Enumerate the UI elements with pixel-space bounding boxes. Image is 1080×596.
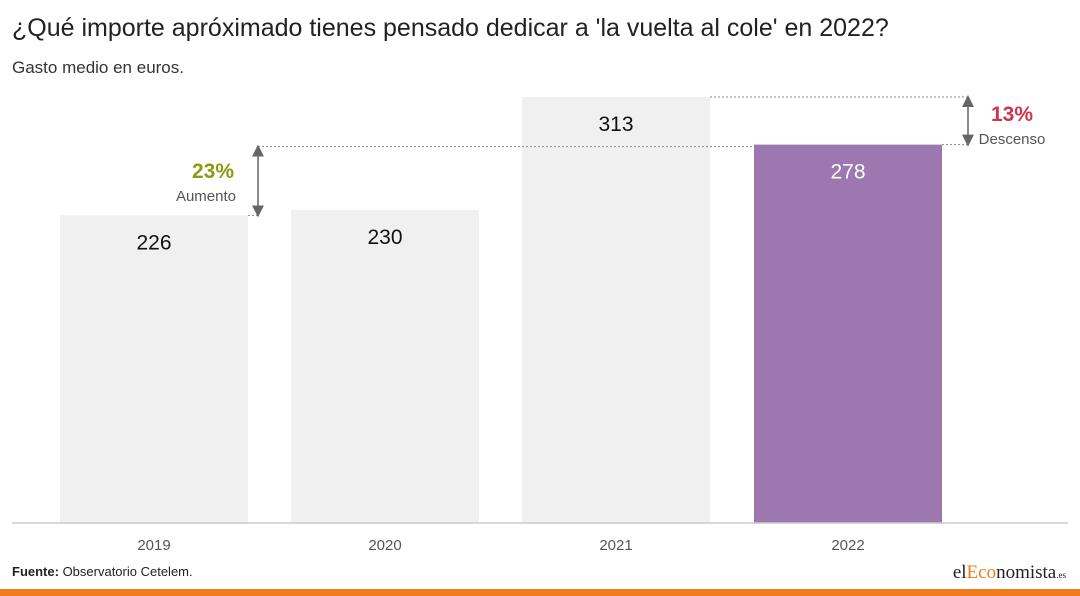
bar-2020 xyxy=(291,209,479,524)
bar-2022 xyxy=(754,144,942,523)
source-text: Observatorio Cetelem. xyxy=(58,564,193,579)
bar-2021 xyxy=(522,97,710,523)
eleconomista-logo[interactable]: elEconomista.es xyxy=(952,562,1066,583)
chart-title: ¿Qué importe apróximado tienes pensado d… xyxy=(12,14,889,42)
x-tick-label: 2019 xyxy=(137,537,170,554)
source-note: Fuente: Observatorio Cetelem. xyxy=(12,564,193,579)
change-label: Aumento xyxy=(176,188,236,205)
bar-2019 xyxy=(60,215,248,524)
change-label: Descenso xyxy=(979,131,1046,148)
x-tick-label: 2020 xyxy=(368,537,401,554)
data-label: 226 xyxy=(136,231,171,254)
data-label: 230 xyxy=(367,226,402,249)
x-tick-label: 2022 xyxy=(831,537,864,554)
chart-subtitle: Gasto medio en euros. xyxy=(12,58,184,77)
data-label: 313 xyxy=(598,113,633,136)
change-percent: 13% xyxy=(991,103,1033,126)
data-label: 278 xyxy=(830,161,865,184)
change-percent: 23% xyxy=(192,160,234,183)
brand-bar xyxy=(0,589,1080,596)
x-tick-label: 2021 xyxy=(599,537,632,554)
source-label: Fuente: xyxy=(12,564,59,579)
